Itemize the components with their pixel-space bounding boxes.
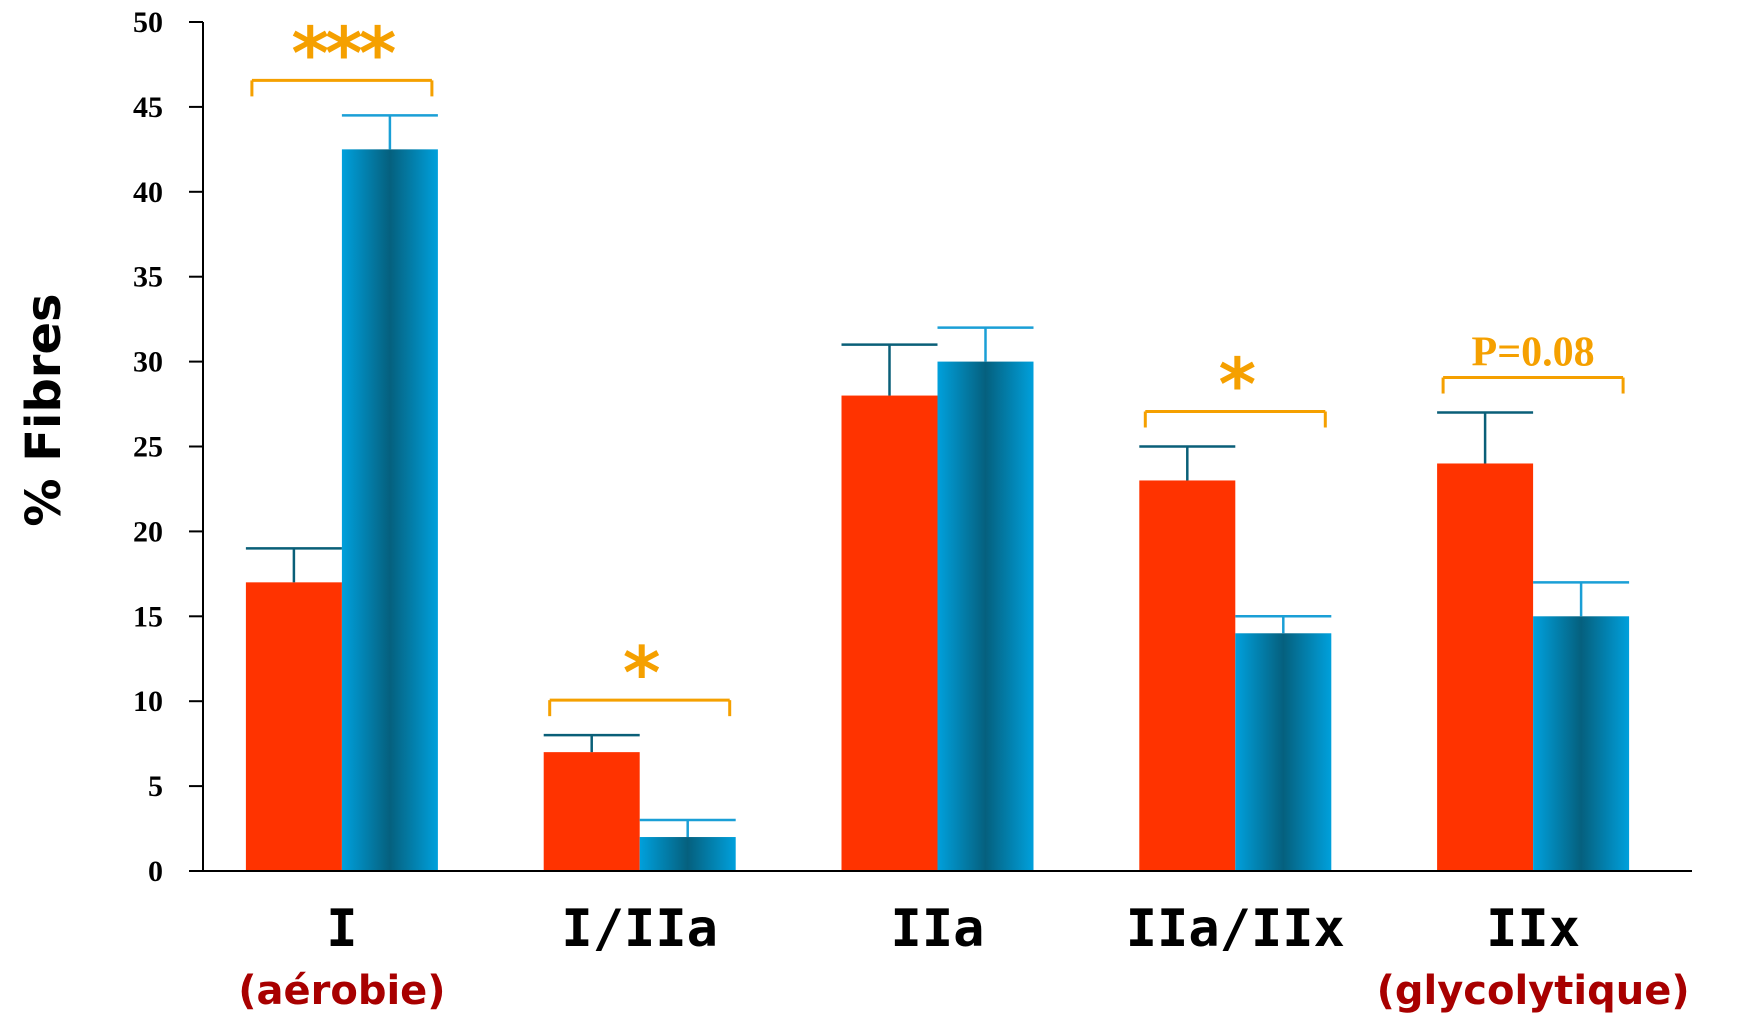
y-tick-label: 50	[133, 6, 163, 39]
y-tick-label: 0	[148, 855, 163, 888]
category-label: I/IIa	[561, 899, 718, 959]
bar	[245, 582, 342, 871]
y-tick-label: 5	[148, 770, 163, 803]
bar	[1235, 633, 1332, 871]
y-tick-label: 30	[133, 346, 163, 379]
bar	[1139, 480, 1236, 871]
category-label: IIa/IIx	[1126, 899, 1345, 959]
y-tick-label: 35	[133, 261, 163, 294]
y-tick-label: 25	[133, 431, 163, 464]
category-sublabel: (aérobie)	[238, 968, 445, 1014]
axes-layer	[189, 21, 1692, 872]
bar	[341, 149, 438, 872]
y-tick-label: 45	[133, 91, 163, 124]
y-tick-label: 20	[133, 515, 163, 548]
y-tick-label: 10	[133, 685, 163, 718]
bar	[1437, 463, 1534, 871]
significance-label: *	[623, 631, 660, 715]
y-tick-label: 15	[133, 600, 163, 633]
labels-layer: % Fibres 0 5 10 15 20 25 30 35 40 45 50 I (aérobie) I…	[16, 6, 1690, 1014]
y-axis-label: % Fibres	[16, 293, 72, 526]
y-tick-label: 40	[133, 176, 163, 209]
bar	[543, 752, 640, 871]
category-label: IIa	[891, 899, 985, 959]
bars-layer	[245, 114, 1630, 872]
bar	[841, 395, 938, 871]
category-label: IIx	[1486, 899, 1580, 959]
significance-label: *	[1218, 343, 1255, 427]
bar	[639, 837, 736, 871]
significance-label: P=0.08	[1472, 330, 1595, 376]
category-sublabel: (glycolytique)	[1377, 968, 1690, 1014]
bar	[937, 361, 1034, 871]
category-label: I	[326, 899, 357, 959]
significance-label: ***	[291, 11, 395, 95]
bar	[1533, 616, 1630, 871]
